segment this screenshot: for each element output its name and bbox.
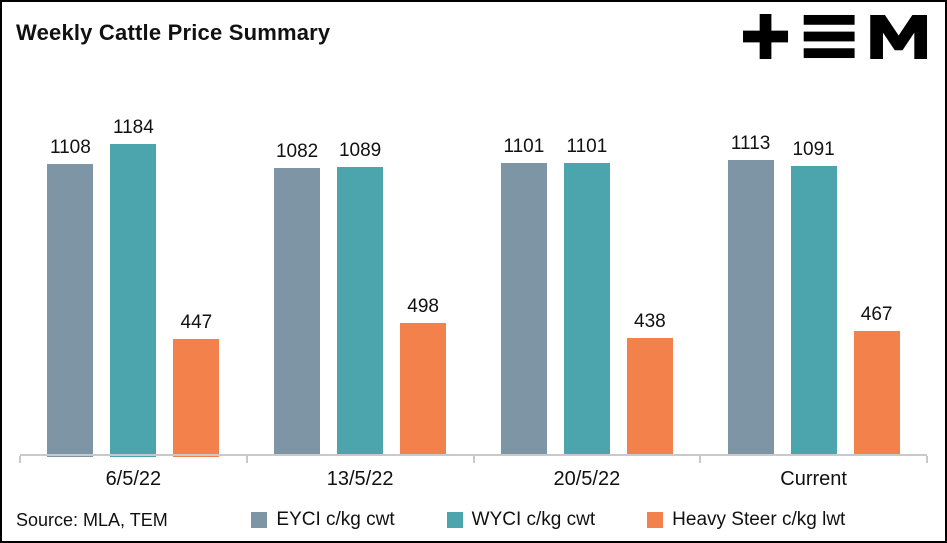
source-note: Source: MLA, TEM xyxy=(16,509,168,530)
bar-group: 1101 1101 438 xyxy=(474,117,701,454)
bar-value-label: 1091 xyxy=(792,139,835,160)
bar-value-label: 1184 xyxy=(112,117,154,138)
legend-swatch xyxy=(647,512,664,528)
bar-value-label: 467 xyxy=(860,303,893,325)
bar xyxy=(400,322,447,454)
bar-cluster: 1082 1089 498 xyxy=(247,117,474,454)
bar-group: 1108 1184 447 xyxy=(20,117,247,457)
bar-value-label: 438 xyxy=(634,311,666,333)
x-axis-category-label: 6/5/22 xyxy=(105,468,162,490)
x-axis-line xyxy=(19,454,928,463)
axis-tick xyxy=(19,456,21,463)
bar-wrap: 1082 xyxy=(274,117,321,454)
bar-wrap: 467 xyxy=(853,117,900,454)
bar xyxy=(274,168,321,454)
axis-tick xyxy=(926,456,928,463)
bar-wrap: 1113 xyxy=(727,117,774,454)
axis-tick xyxy=(472,456,475,463)
bar-wrap: 1184 xyxy=(110,117,157,457)
legend-item: Heavy Steer c/kg lwt xyxy=(647,509,845,531)
x-axis-category-label: 13/5/22 xyxy=(326,468,394,490)
header: Weekly Cattle Price Summary xyxy=(2,2,945,64)
chart-title: Weekly Cattle Price Summary xyxy=(16,20,331,45)
bar-value-label: 1082 xyxy=(275,141,319,163)
bar xyxy=(853,330,900,454)
bar-cluster: 1113 1091 467 xyxy=(700,117,927,454)
bar-wrap: 1089 xyxy=(337,117,384,454)
bar xyxy=(337,166,384,454)
axis-tick xyxy=(699,456,702,463)
bar-cluster: 1108 1184 447 xyxy=(20,117,247,457)
bar-wrap: 438 xyxy=(626,117,673,454)
bar xyxy=(500,163,547,454)
bar xyxy=(563,163,610,454)
legend-label: WYCI c/kg cwt xyxy=(471,509,596,530)
bar-value-label: 1089 xyxy=(338,139,382,161)
bar-value-label: 1101 xyxy=(566,136,608,158)
legend-item: EYCI c/kg cwt xyxy=(251,509,395,531)
tem-logo-icon xyxy=(743,14,929,60)
bar xyxy=(173,338,220,457)
bar-wrap: 498 xyxy=(400,117,447,454)
legend-item: WYCI c/kg cwt xyxy=(446,509,596,531)
legend-label: Heavy Steer c/kg lwt xyxy=(672,509,846,530)
footer: Source: MLA, TEM EYCI c/kg cwt WYCI c/kg … xyxy=(2,509,945,531)
legend-label: EYCI c/kg cwt xyxy=(276,509,395,530)
bar-cluster: 1101 1101 438 xyxy=(474,117,701,454)
bar-group: 1113 1091 467 xyxy=(700,117,927,454)
bar-wrap: 1101 xyxy=(563,117,610,454)
bar xyxy=(790,166,837,454)
bar-wrap: 1108 xyxy=(47,117,94,457)
bar-value-label: 447 xyxy=(180,311,213,333)
bar-value-label: 498 xyxy=(407,295,439,317)
legend-swatch xyxy=(446,512,463,528)
legend-swatch xyxy=(251,512,268,528)
bar xyxy=(727,160,774,454)
x-axis-category-label: Current xyxy=(780,468,847,490)
bar-wrap: 1091 xyxy=(790,117,837,454)
plot-area: 1108 1184 447 1082 1089 498 1101 1101 438 1113 109… xyxy=(20,117,927,457)
category-labels: 6/5/22 13/5/22 20/5/22 Current xyxy=(20,456,927,491)
bar-value-label: 1113 xyxy=(730,133,771,155)
bar-value-label: 1101 xyxy=(503,136,545,158)
bar xyxy=(110,144,157,457)
bar xyxy=(47,164,94,457)
bar-wrap: 447 xyxy=(173,117,220,457)
legend: EYCI c/kg cwt WYCI c/kg cwt Heavy Steer c/… xyxy=(168,509,929,531)
bar-chart: 1108 1184 447 1082 1089 498 1101 1101 438 1113 109… xyxy=(2,117,945,491)
bar xyxy=(626,338,673,454)
bar-wrap: 1101 xyxy=(500,117,547,454)
bar-value-label: 1108 xyxy=(49,137,91,159)
x-axis-category-label: 20/5/22 xyxy=(553,468,621,490)
axis-tick xyxy=(245,456,248,463)
bar-group: 1082 1089 498 xyxy=(247,117,474,454)
